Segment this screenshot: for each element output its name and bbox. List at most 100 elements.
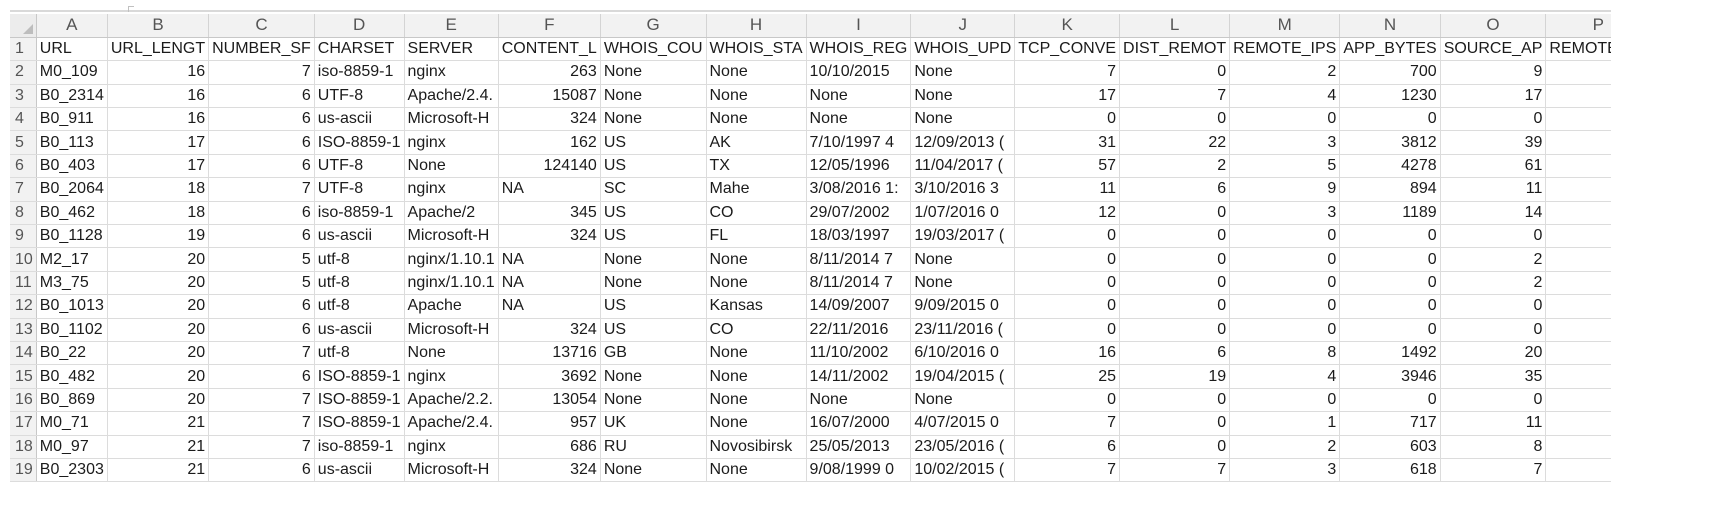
cell[interactable]: 8 [1440,435,1547,459]
cell[interactable]: 39 [1440,130,1547,155]
cell[interactable]: US [600,294,707,319]
row-number-1[interactable]: 1 [10,37,37,62]
cell[interactable]: 2 [1229,435,1341,459]
cell[interactable]: 1/07/2016 0 [910,201,1016,226]
header-cell-i[interactable]: WHOIS_REG [806,37,912,62]
cell[interactable]: 0 [1119,60,1231,85]
cell[interactable]: 4278 [1339,154,1441,179]
cell[interactable]: None [706,84,807,109]
cell[interactable]: None [910,247,1016,272]
cell[interactable]: 618 [1339,458,1441,482]
cell[interactable]: B0_22 [36,341,108,366]
cell[interactable]: 3 [1229,201,1341,226]
cell[interactable]: nginx/1.10.1 [404,271,499,296]
cell[interactable]: None [404,154,499,179]
cell[interactable]: 0 [1440,318,1547,342]
cell[interactable]: B0_2303 [36,458,108,482]
cell[interactable]: 29/07/2002 [806,201,912,226]
header-cell-p[interactable]: REMOTE_AF [1545,37,1611,62]
cell[interactable]: 0 [1014,107,1121,132]
row-number-6[interactable]: 6 [10,154,37,179]
cell[interactable]: 14/11/2002 [806,364,912,389]
cell[interactable]: 8/11/2014 7 [806,247,912,272]
cell[interactable]: 7 [208,60,315,85]
cell[interactable]: 3 [1229,458,1341,482]
cell[interactable]: 14 [1440,201,1547,226]
cell[interactable]: Apache/2.4. [404,411,499,436]
column-header-i[interactable]: I [806,14,912,38]
cell[interactable]: Microsoft-H [404,458,499,482]
column-header-l[interactable]: L [1119,14,1231,38]
cell[interactable]: 29 [1545,364,1611,389]
cell[interactable]: M3_75 [36,271,108,296]
cell[interactable]: 3 [1545,247,1611,272]
cell[interactable]: iso-8859-1 [314,60,405,85]
header-cell-f[interactable]: CONTENT_L [498,37,601,62]
cell[interactable]: 17 [1440,84,1547,109]
header-cell-c[interactable]: NUMBER_SF [208,37,315,62]
cell[interactable]: 21 [107,435,210,459]
cell[interactable]: None [706,364,807,389]
cell[interactable]: None [706,458,807,482]
header-cell-o[interactable]: SOURCE_AP [1440,37,1547,62]
column-header-n[interactable]: N [1339,14,1441,38]
cell[interactable]: 16 [1014,341,1121,366]
cell[interactable]: 18 [107,177,210,202]
cell[interactable]: us-ascii [314,107,405,132]
cell[interactable]: M2_17 [36,247,108,272]
cell[interactable]: 0 [1014,294,1121,319]
cell[interactable]: NA [498,177,601,202]
cell[interactable]: B0_2314 [36,84,108,109]
cell[interactable]: 7 [208,388,315,413]
cell[interactable]: 7 [1119,458,1231,482]
row-number-11[interactable]: 11 [10,271,37,296]
cell[interactable]: Apache [404,294,499,319]
cell[interactable]: 0 [1119,318,1231,342]
cell[interactable]: 19 [1545,84,1611,109]
cell[interactable]: M0_97 [36,435,108,459]
cell[interactable]: nginx [404,364,499,389]
cell[interactable]: nginx [404,177,499,202]
cell[interactable]: nginx [404,435,499,459]
cell[interactable]: 18 [107,201,210,226]
cell[interactable]: B0_1102 [36,318,108,342]
row-number-17[interactable]: 17 [10,411,37,436]
cell[interactable]: us-ascii [314,224,405,249]
cell[interactable]: 16 [107,107,210,132]
cell[interactable]: 0 [1339,271,1441,296]
cell[interactable]: None [706,107,807,132]
cell[interactable]: 9 [1229,177,1341,202]
cell[interactable]: 3 [1229,130,1341,155]
cell[interactable]: None [600,84,707,109]
cell[interactable]: 19 [1119,364,1231,389]
cell[interactable]: NA [498,271,601,296]
cell[interactable]: 19/03/2017 ( [910,224,1016,249]
row-number-7[interactable]: 7 [10,177,37,202]
cell[interactable]: None [806,84,912,109]
cell[interactable]: 0 [1339,318,1441,342]
cell[interactable]: us-ascii [314,318,405,342]
cell[interactable]: 6 [208,84,315,109]
cell[interactable]: 21 [107,458,210,482]
cell[interactable]: 13 [1545,201,1611,226]
cell[interactable]: 0 [1119,107,1231,132]
header-cell-e[interactable]: SERVER [404,37,499,62]
cell[interactable]: 0 [1229,318,1341,342]
header-cell-b[interactable]: URL_LENGT [107,37,210,62]
cell[interactable]: 0 [1119,411,1231,436]
cell[interactable]: 6 [208,107,315,132]
cell[interactable]: 0 [1229,247,1341,272]
column-header-f[interactable]: F [498,14,601,38]
cell[interactable]: 20 [107,388,210,413]
cell[interactable]: 6 [1119,341,1231,366]
cell[interactable]: US [600,201,707,226]
cell[interactable]: utf-8 [314,271,405,296]
cell[interactable]: UTF-8 [314,84,405,109]
cell[interactable]: B0_462 [36,201,108,226]
cell[interactable]: 324 [498,458,601,482]
row-number-13[interactable]: 13 [10,318,37,342]
cell[interactable]: 2 [1440,247,1547,272]
cell[interactable]: iso-8859-1 [314,201,405,226]
cell[interactable]: None [600,388,707,413]
cell[interactable]: 0 [1440,224,1547,249]
